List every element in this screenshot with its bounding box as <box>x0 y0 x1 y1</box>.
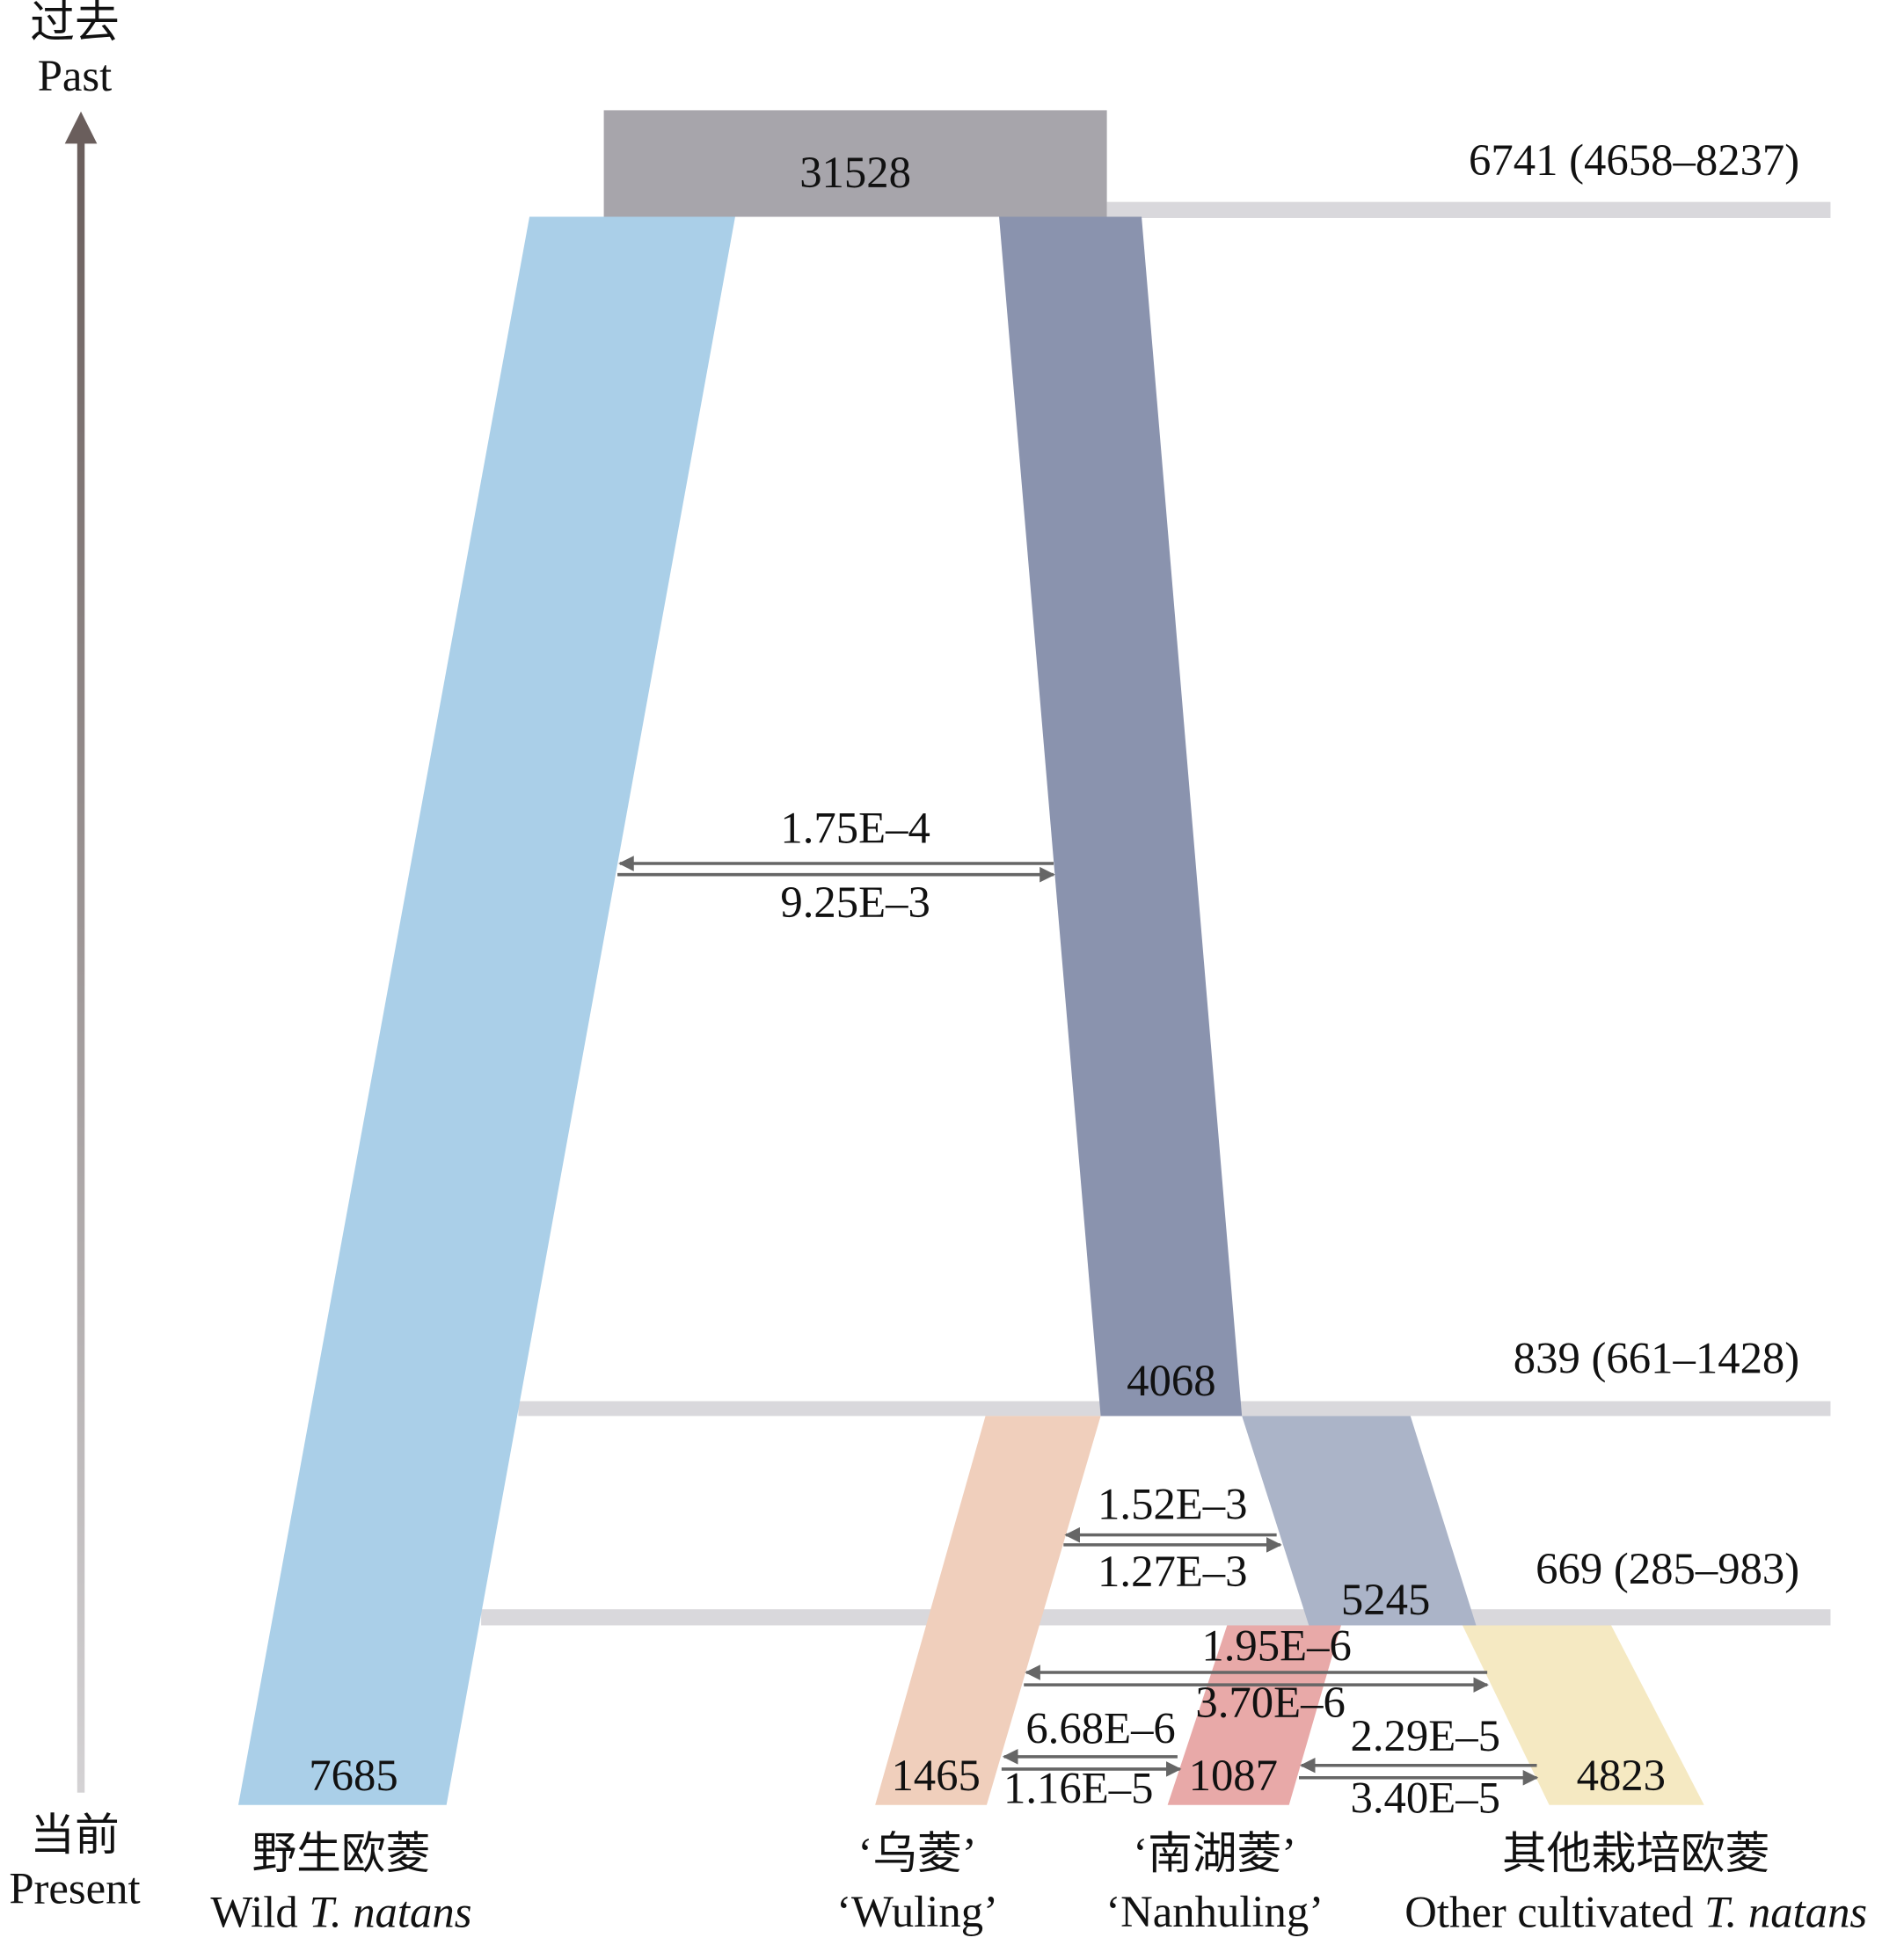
wild-branch <box>237 216 735 1805</box>
size-label: 4068 <box>1127 1356 1215 1405</box>
cultivated-branch <box>1242 1416 1477 1626</box>
population-name: ‘南湖菱’ <box>1133 1829 1296 1878</box>
size-label: 4823 <box>1577 1751 1666 1800</box>
internal-branch <box>999 216 1243 1417</box>
axis-arrowhead <box>64 111 98 144</box>
axis-label: 当前 <box>30 1810 119 1860</box>
nanhuling-branch <box>1167 1625 1341 1805</box>
name-part: T. natans <box>309 1887 471 1936</box>
migration-rate: 1.95E–6 <box>1201 1621 1351 1670</box>
time-line <box>481 1609 1831 1626</box>
population-name: ‘Nanhuling’ <box>1105 1887 1324 1936</box>
size-label: 1465 <box>891 1751 980 1800</box>
name-part: T. natans <box>1704 1887 1867 1936</box>
migration-rate: 1.52E–3 <box>1098 1480 1247 1529</box>
migration-rate: 6.68E–6 <box>1025 1704 1175 1753</box>
other-branch <box>1462 1625 1704 1805</box>
axis-label: 过去 <box>30 0 119 47</box>
population-name: ‘Wuling’ <box>836 1887 998 1936</box>
time-axis <box>77 138 85 1793</box>
migration-rate: 2.29E–5 <box>1350 1711 1499 1760</box>
population-name: Other cultivated T. natans <box>1404 1887 1867 1936</box>
migration-rate: 1.75E–4 <box>780 803 930 852</box>
population-name: 野生欧菱 <box>252 1829 430 1878</box>
name-part: Other cultivated <box>1404 1887 1704 1936</box>
migration-rate: 1.27E–3 <box>1098 1547 1247 1596</box>
size-label: 5245 <box>1341 1575 1430 1624</box>
time-label: 6741 (4658–8237) <box>1469 135 1799 185</box>
time-label: 669 (285–983) <box>1536 1544 1799 1593</box>
axis-label: Present <box>9 1863 140 1912</box>
wuling-branch <box>875 1416 1101 1805</box>
migration-rate: 9.25E–3 <box>780 878 930 927</box>
population-name: ‘乌菱’ <box>857 1829 976 1878</box>
population-name: 其他栽培欧菱 <box>1502 1829 1769 1878</box>
migration-rate: 1.16E–5 <box>1003 1763 1153 1812</box>
axis-label: Past <box>38 51 113 100</box>
size-label: 1087 <box>1189 1751 1278 1800</box>
size-label: 31528 <box>799 148 911 197</box>
ancestor-block <box>603 110 1107 217</box>
migration-rate: 3.70E–6 <box>1195 1678 1345 1727</box>
time-line <box>1106 201 1831 218</box>
migration-rate: 3.40E–5 <box>1350 1774 1499 1823</box>
size-label: 7685 <box>309 1751 398 1800</box>
time-label: 839 (661–1428) <box>1514 1333 1799 1382</box>
population-name: Wild T. natans <box>210 1887 471 1936</box>
name-part: Wild <box>210 1887 309 1936</box>
